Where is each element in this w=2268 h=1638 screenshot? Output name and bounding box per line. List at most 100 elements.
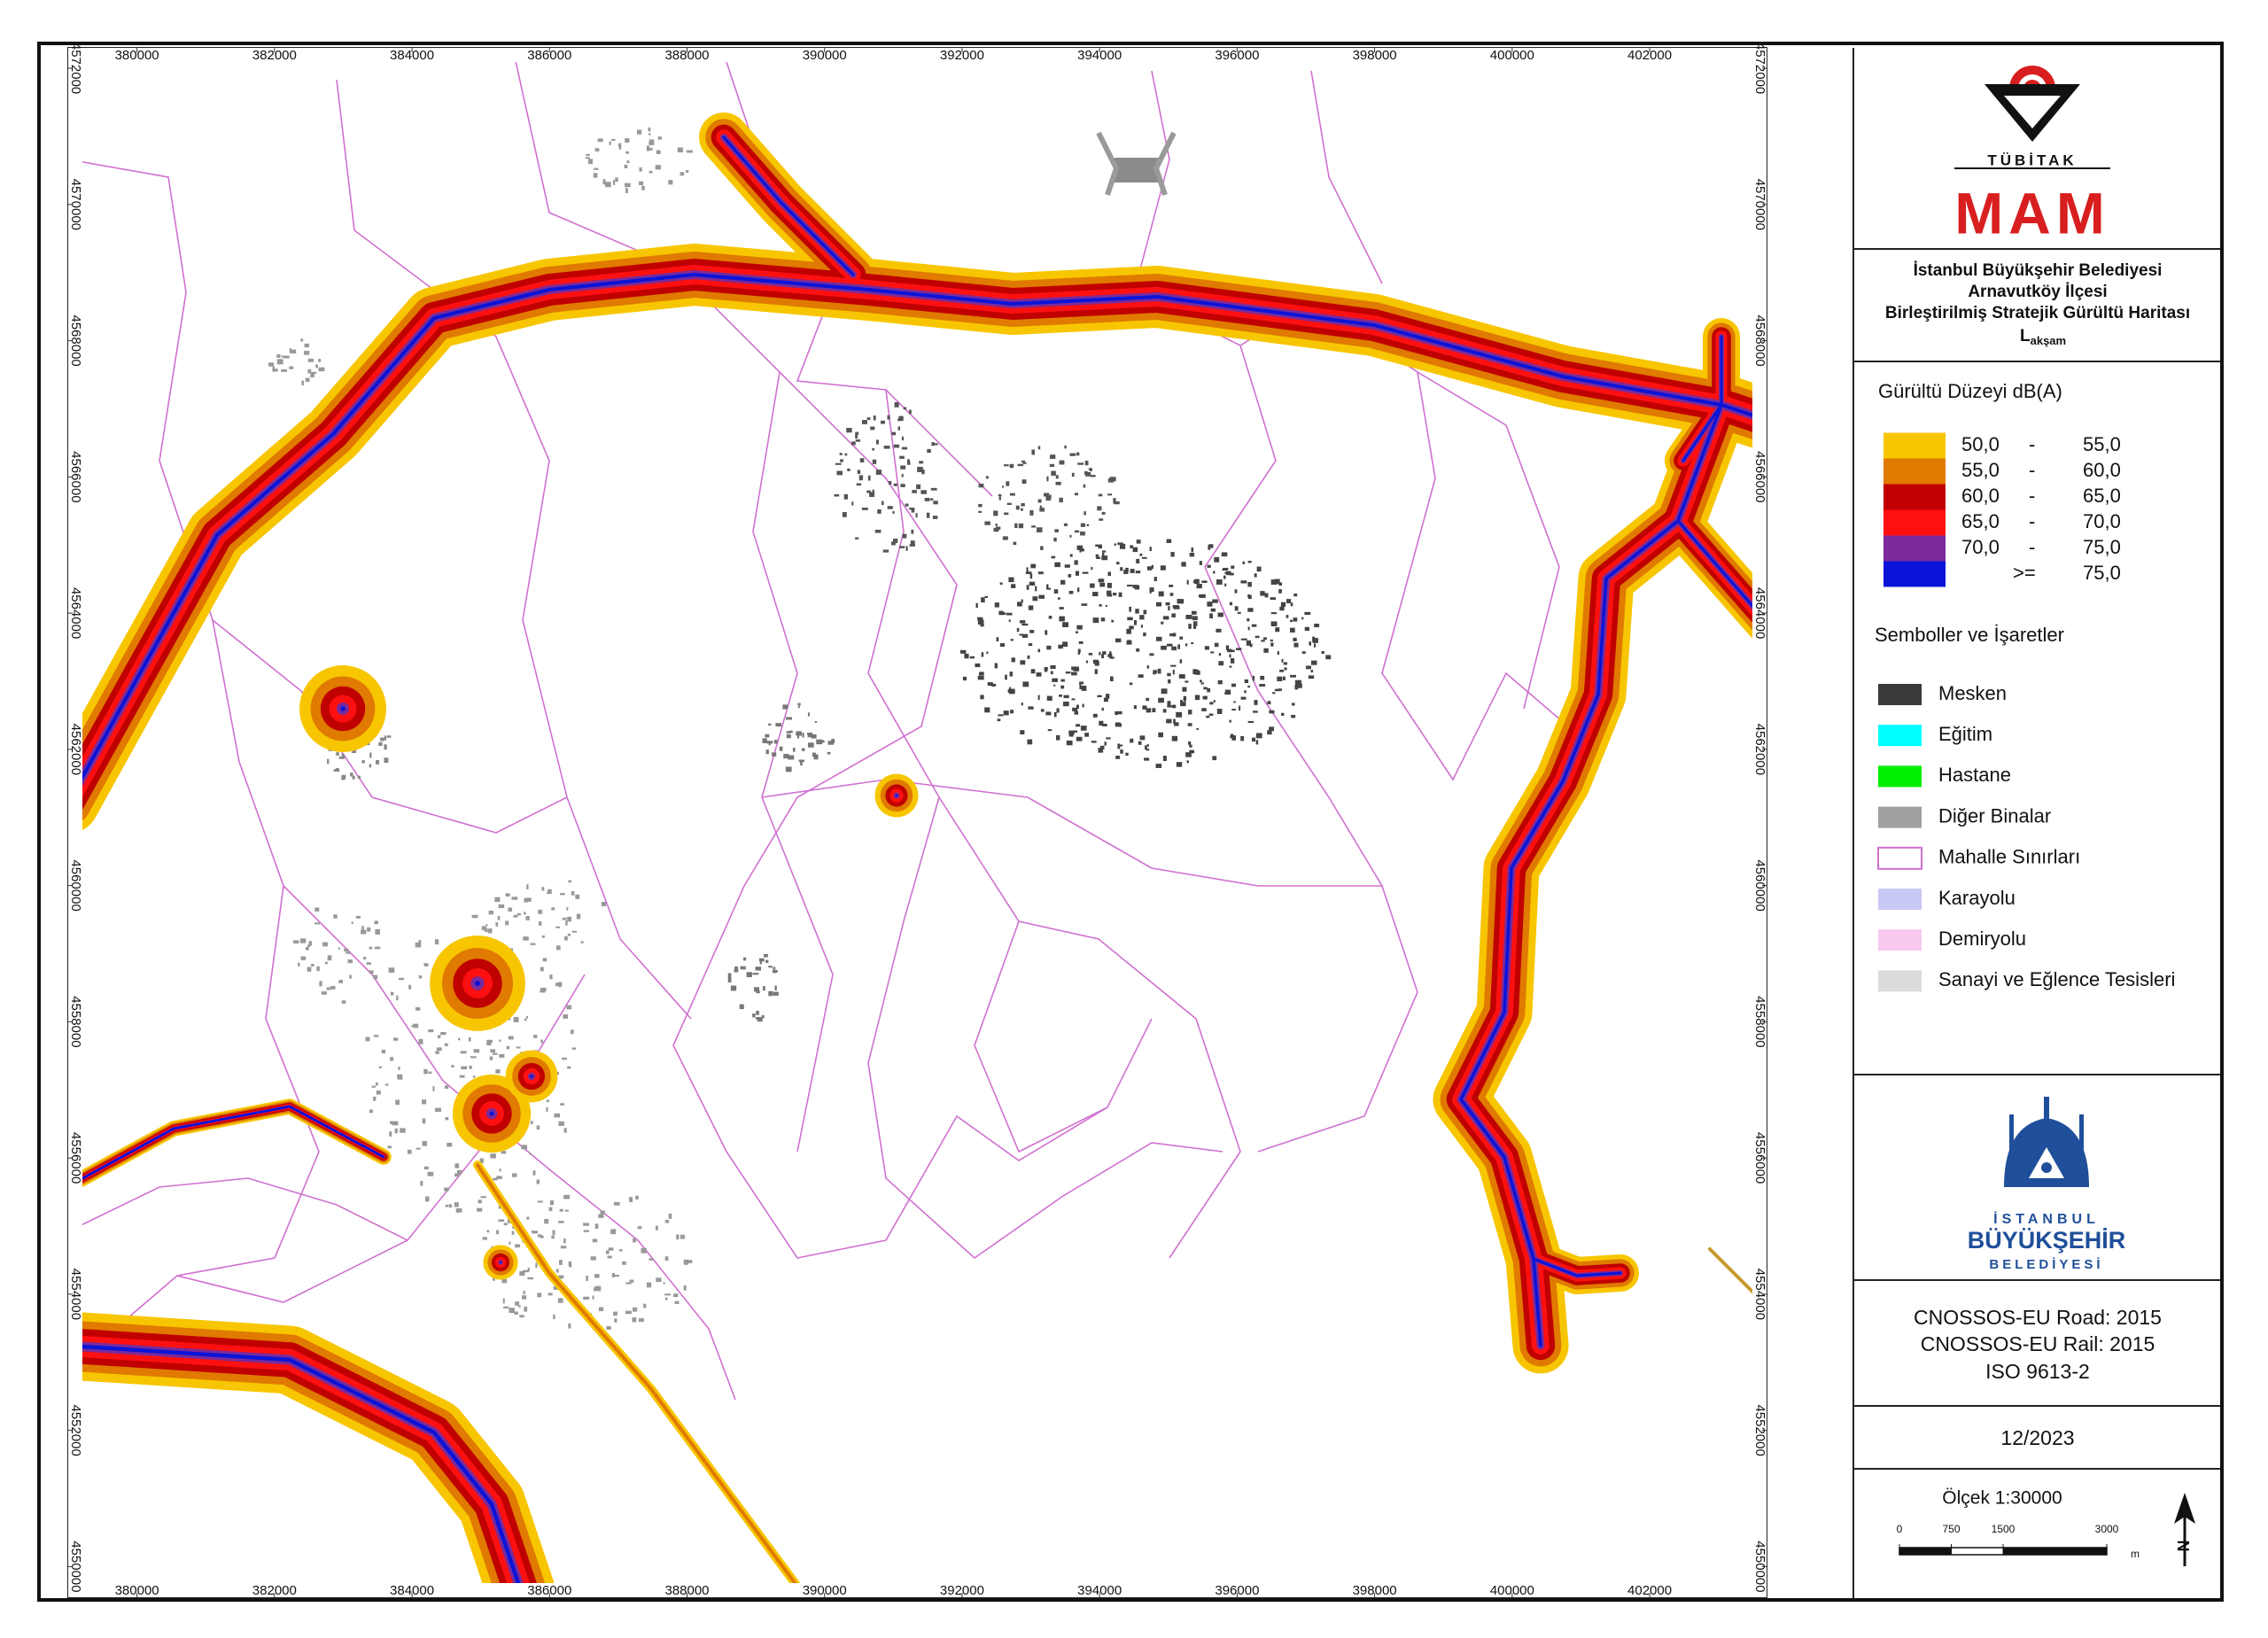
building bbox=[686, 150, 693, 153]
building bbox=[338, 756, 346, 759]
building bbox=[384, 757, 389, 764]
building bbox=[663, 1282, 665, 1285]
x-tick-label: 396000 bbox=[1215, 48, 1259, 63]
ibb-line: BÜYÜKŞEHİR bbox=[1968, 1227, 2126, 1254]
building bbox=[727, 973, 732, 979]
building bbox=[1015, 505, 1020, 510]
building bbox=[1037, 527, 1043, 532]
building bbox=[656, 150, 661, 155]
building bbox=[875, 470, 882, 475]
building bbox=[1044, 667, 1048, 671]
building bbox=[1119, 543, 1126, 549]
building bbox=[752, 1013, 756, 1018]
building bbox=[1176, 762, 1183, 767]
building bbox=[918, 467, 923, 472]
building bbox=[1139, 553, 1143, 556]
building bbox=[613, 1201, 620, 1206]
building bbox=[373, 1035, 379, 1037]
building bbox=[299, 938, 307, 943]
building bbox=[468, 1037, 471, 1042]
building bbox=[376, 1090, 381, 1095]
building bbox=[571, 891, 575, 896]
building bbox=[1065, 672, 1071, 674]
building bbox=[1169, 633, 1176, 637]
building bbox=[1092, 659, 1099, 664]
legend-sep: - bbox=[2029, 459, 2035, 481]
building bbox=[998, 714, 1004, 717]
building bbox=[344, 948, 349, 951]
building bbox=[786, 731, 790, 734]
building bbox=[479, 1158, 484, 1163]
building bbox=[1160, 565, 1166, 571]
building bbox=[1212, 756, 1217, 761]
building bbox=[1166, 539, 1172, 543]
building bbox=[423, 963, 429, 966]
building bbox=[978, 510, 983, 514]
building bbox=[308, 941, 313, 946]
building bbox=[1189, 744, 1192, 748]
building bbox=[1076, 452, 1080, 456]
building bbox=[827, 741, 834, 745]
building bbox=[883, 446, 890, 449]
building bbox=[415, 1007, 421, 1011]
building bbox=[284, 355, 290, 359]
building bbox=[932, 516, 938, 519]
building bbox=[899, 546, 905, 548]
building bbox=[1240, 580, 1247, 584]
building bbox=[570, 1029, 574, 1035]
building bbox=[1177, 599, 1182, 604]
building bbox=[432, 1086, 435, 1091]
scale-tick-label: 0 bbox=[1897, 1523, 1903, 1535]
y-tick-label: 4558000 bbox=[1752, 996, 1767, 1047]
building bbox=[874, 529, 882, 533]
standard: ISO 9613-2 bbox=[1985, 1360, 2090, 1383]
building bbox=[789, 730, 793, 734]
building bbox=[1100, 745, 1105, 749]
building bbox=[1126, 585, 1133, 587]
building bbox=[1037, 648, 1041, 653]
symbol-swatch bbox=[1878, 806, 1922, 828]
noise-hotspot bbox=[499, 1261, 502, 1264]
building bbox=[553, 1314, 555, 1320]
building bbox=[1009, 463, 1014, 469]
building bbox=[503, 1223, 508, 1226]
building bbox=[836, 470, 843, 476]
building bbox=[1242, 561, 1245, 565]
building bbox=[454, 1173, 460, 1177]
building bbox=[977, 619, 984, 625]
building bbox=[1146, 665, 1149, 669]
building bbox=[1149, 653, 1154, 656]
building bbox=[330, 986, 336, 990]
building bbox=[1281, 712, 1285, 716]
legend-to: 65,0 bbox=[2083, 485, 2121, 507]
building bbox=[1202, 695, 1208, 700]
building bbox=[779, 746, 783, 751]
building bbox=[613, 1311, 617, 1316]
building bbox=[873, 415, 876, 421]
building bbox=[1161, 645, 1167, 650]
building bbox=[341, 1000, 346, 1005]
coordinate-ticks: 380000 380000 382000 382000 384000 384000 3860… bbox=[68, 43, 1767, 1598]
symbols-legend: Mesken Eğitim Hastane Diğer Binalar Mahalle … bbox=[1877, 682, 2175, 992]
building bbox=[1101, 555, 1108, 561]
building bbox=[773, 740, 778, 744]
building bbox=[533, 1035, 538, 1038]
building bbox=[1047, 729, 1052, 732]
building bbox=[1098, 493, 1103, 497]
building bbox=[461, 1066, 467, 1070]
building bbox=[901, 473, 904, 477]
x-tick-label: 380000 bbox=[115, 48, 159, 63]
building bbox=[625, 1310, 632, 1315]
building bbox=[376, 759, 379, 765]
building bbox=[656, 1277, 662, 1283]
building bbox=[1189, 749, 1195, 754]
building bbox=[597, 138, 603, 143]
building bbox=[668, 180, 673, 185]
building bbox=[301, 380, 304, 386]
building bbox=[629, 1197, 633, 1203]
building bbox=[558, 1121, 564, 1126]
building bbox=[386, 735, 392, 738]
title-symbol: Lakşam bbox=[2020, 327, 2066, 347]
building bbox=[1208, 713, 1214, 716]
building bbox=[887, 506, 893, 509]
